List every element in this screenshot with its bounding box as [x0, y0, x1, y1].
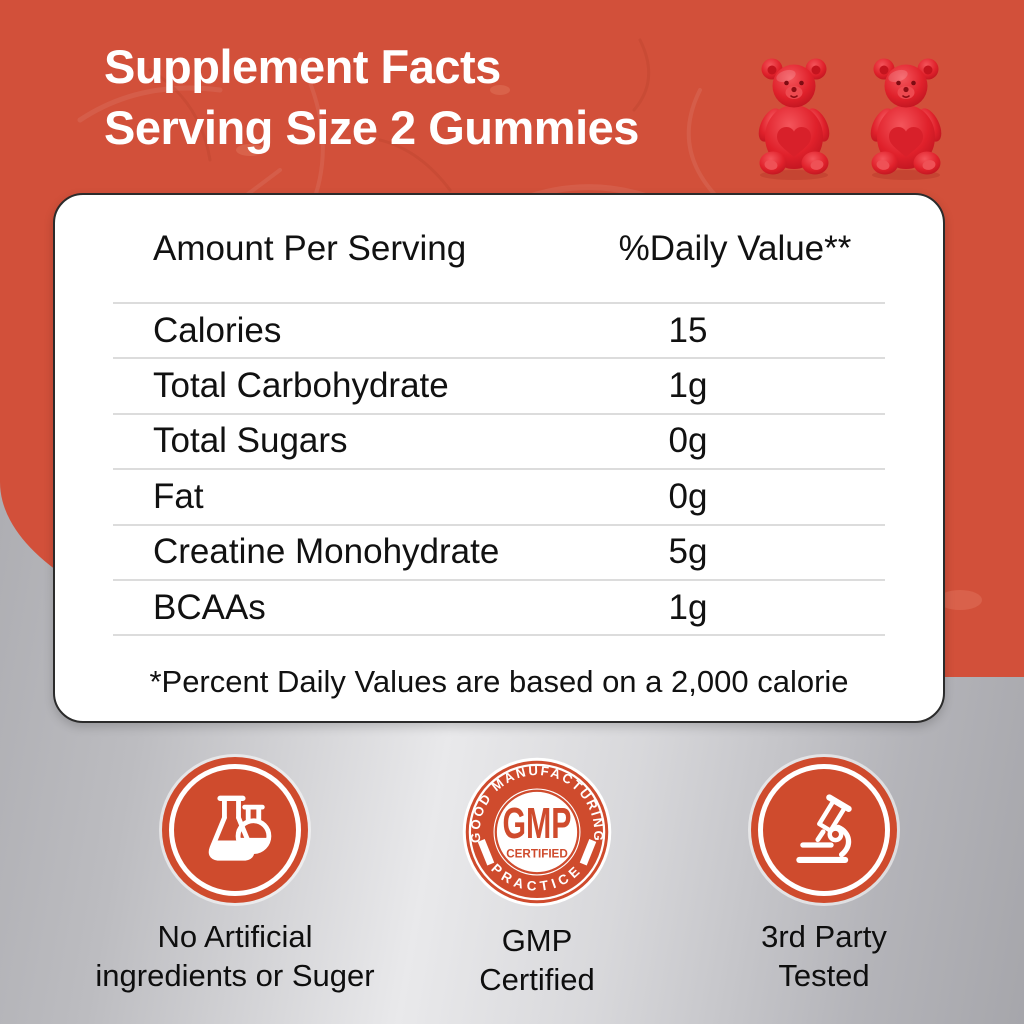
row-value: 0g — [668, 476, 708, 516]
row-label: Calories — [153, 310, 282, 350]
row-label: Total Sugars — [153, 421, 348, 461]
daily-value-footnote: *Percent Daily Values are based on a 2,0… — [149, 664, 849, 700]
microscope-icon — [796, 794, 852, 863]
gummy-bear-right — [865, 57, 947, 181]
badge-label: No Artificial ingredients or Suger — [95, 917, 374, 995]
badge-label: GMP Certified — [479, 921, 594, 999]
gummy-bear-left — [753, 57, 835, 181]
gummy-bears-image — [753, 57, 947, 181]
table-row: Total Carbohydrate 1g — [113, 359, 885, 415]
badge-third-party: 3rd Party Tested — [644, 757, 1004, 995]
title-line-1: Supplement Facts — [104, 40, 501, 93]
flask-icon — [208, 795, 272, 861]
gmp-seal-icon: GOOD MANUFACTURING PRACTICE GMP CERTIFIE… — [462, 757, 612, 907]
badge-no-artificial: No Artificial ingredients or Suger — [55, 757, 415, 995]
table-row: Total Sugars 0g — [113, 415, 885, 471]
badge-label-line-1: No Artificial — [157, 919, 313, 954]
title-line-2: Serving Size 2 Gummies — [104, 101, 639, 154]
row-value: 0g — [668, 421, 708, 461]
facts-table: Amount Per Serving %Daily Value** Calori… — [113, 195, 885, 637]
table-row: Calories 15 — [113, 304, 885, 360]
gmp-seal-sub-text: CERTIFIED — [506, 847, 568, 861]
flask-circle — [162, 757, 308, 903]
microscope-circle — [751, 757, 897, 903]
column-header-amount: Amount Per Serving — [153, 228, 467, 268]
badge-gmp: GOOD MANUFACTURING PRACTICE GMP CERTIFIE… — [357, 757, 717, 999]
supplement-facts-panel: Amount Per Serving %Daily Value** Calori… — [53, 193, 945, 723]
row-label: BCAAs — [153, 587, 266, 627]
row-label: Creatine Monohydrate — [153, 532, 500, 572]
row-value: 15 — [668, 310, 708, 350]
badge-label: 3rd Party Tested — [761, 917, 887, 995]
gmp-seal-center-text: GMP — [503, 800, 572, 848]
badge-label-line-1: 3rd Party — [761, 919, 887, 954]
column-header-daily-value: %Daily Value** — [618, 228, 852, 268]
row-value: 1g — [668, 587, 708, 627]
badge-label-line-2: Certified — [479, 962, 595, 997]
table-row: Creatine Monohydrate 5g — [113, 526, 885, 581]
table-header-row: Amount Per Serving %Daily Value** — [113, 195, 885, 304]
row-label: Total Carbohydrate — [153, 366, 449, 406]
table-row: Fat 0g — [113, 470, 885, 526]
row-value: 1g — [668, 366, 708, 406]
badge-label-line-2: ingredients or Suger — [95, 958, 375, 993]
row-value: 5g — [668, 532, 708, 572]
table-row: BCAAs 1g — [113, 581, 885, 637]
badge-label-line-2: Tested — [778, 958, 870, 993]
row-label: Fat — [153, 476, 204, 516]
badge-label-line-1: GMP — [501, 923, 573, 958]
page-title: Supplement Facts Serving Size 2 Gummies — [104, 36, 639, 158]
